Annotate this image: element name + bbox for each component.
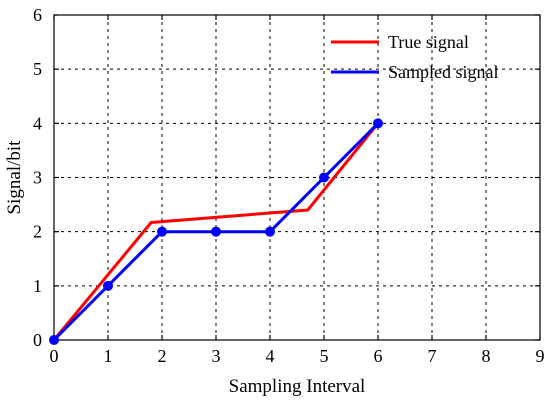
x-axis-label: Sampling Interval: [229, 376, 366, 397]
x-tick-label: 0: [50, 346, 59, 366]
x-tick-label: 5: [320, 346, 329, 366]
y-tick-label: 6: [33, 5, 42, 25]
legend-label-true-signal: True signal: [388, 32, 469, 52]
data-point-sampled-signal: [49, 335, 59, 345]
x-tick-label: 2: [158, 346, 167, 366]
series-line-true-signal: [52, 122, 380, 341]
data-point-sampled-signal: [103, 280, 113, 291]
data-point-sampled-signal: [157, 226, 167, 237]
x-tick-label: 8: [482, 346, 491, 366]
y-axis-label: Signal/bit: [4, 140, 25, 215]
y-tick-label: 4: [33, 113, 42, 133]
data-point-sampled-signal: [373, 118, 383, 129]
y-tick-label: 2: [33, 222, 42, 242]
x-tick-label: 1: [104, 346, 113, 366]
x-tick-label: 3: [212, 346, 221, 366]
axis-ticks: 0 1 2 3 4 5 6 7 8 9 0 1 2 3 4 5 6: [33, 5, 545, 366]
x-tick-label: 9: [536, 346, 545, 366]
y-tick-label: 0: [33, 330, 42, 350]
data-point-sampled-signal: [265, 226, 275, 237]
series-group: [49, 118, 383, 345]
x-tick-label: 6: [374, 346, 383, 366]
x-tick-label: 4: [266, 346, 275, 366]
legend: True signal Sampled signal: [331, 32, 499, 82]
data-point-sampled-signal: [319, 172, 329, 183]
x-tick-label: 7: [428, 346, 437, 366]
legend-label-sampled-signal: Sampled signal: [388, 62, 499, 82]
data-point-sampled-signal: [211, 226, 221, 237]
y-tick-label: 5: [33, 59, 42, 79]
y-tick-label: 3: [33, 168, 42, 188]
y-tick-label: 1: [33, 276, 42, 296]
